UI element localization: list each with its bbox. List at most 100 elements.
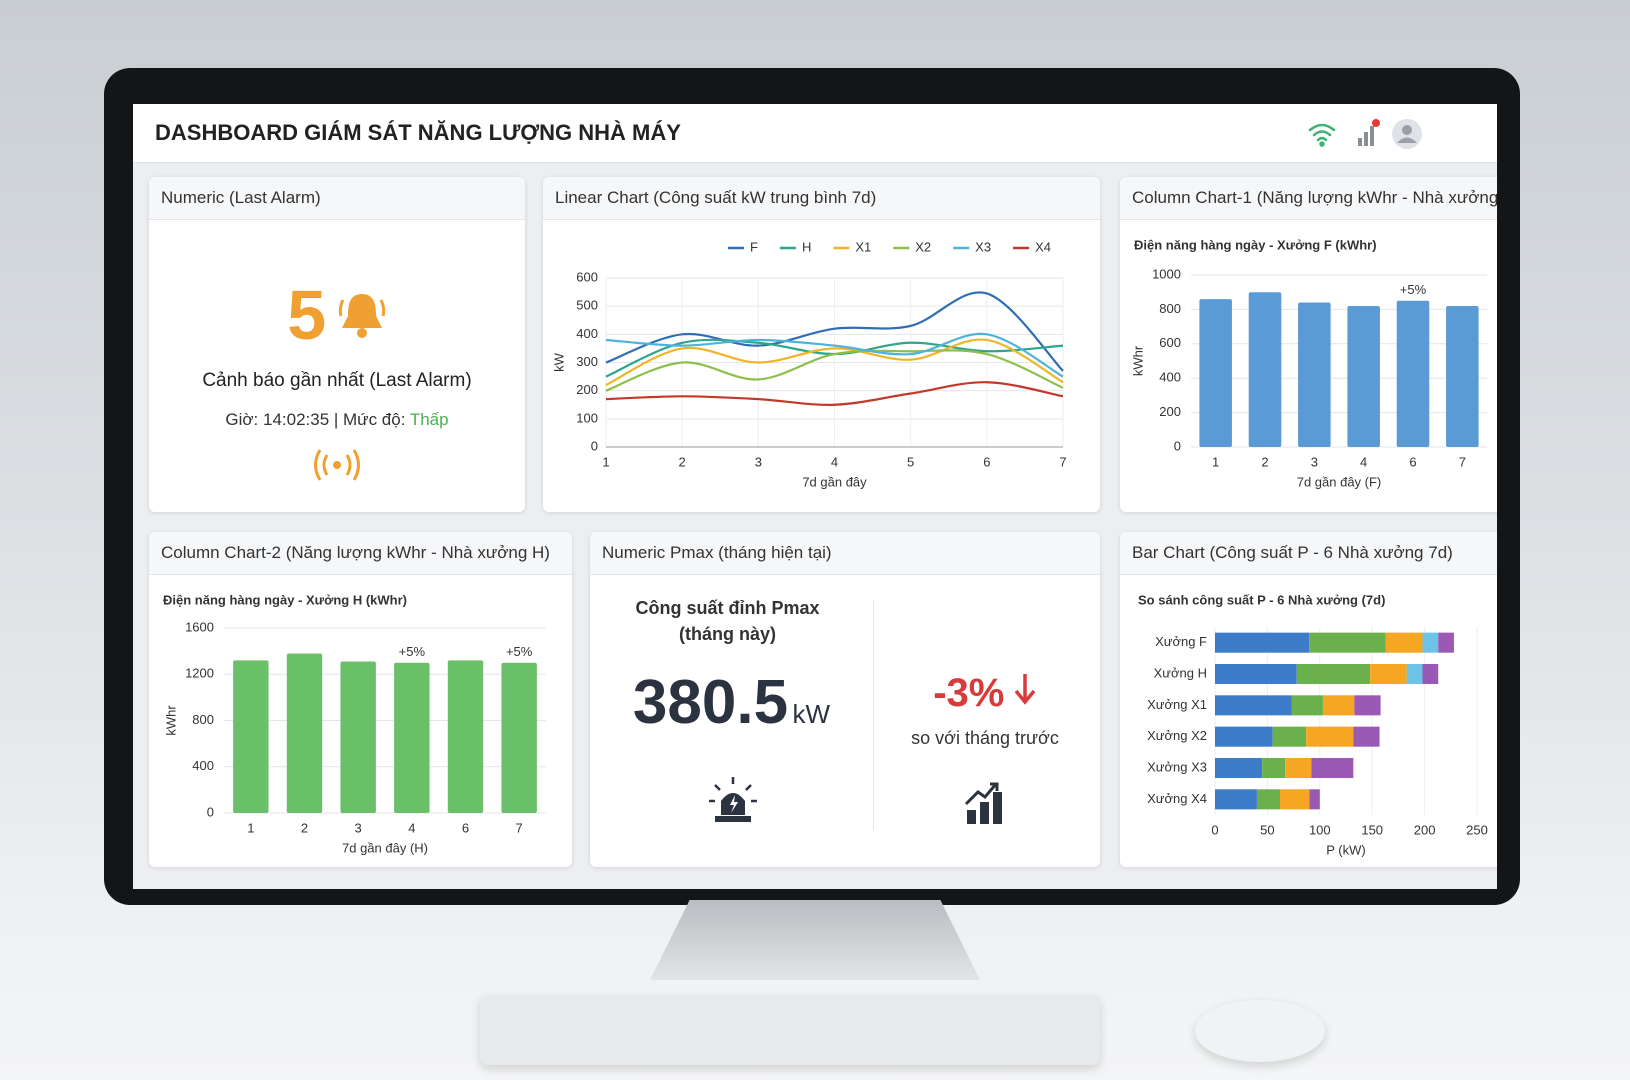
y-tick-label: Xưởng X3 bbox=[1147, 759, 1207, 774]
bar-segment bbox=[1353, 726, 1380, 747]
series-line bbox=[605, 349, 1064, 392]
signal-icon[interactable] bbox=[1358, 119, 1380, 146]
x-tick-label: 2 bbox=[1261, 454, 1268, 469]
bar-segment bbox=[1385, 632, 1423, 653]
x-axis-label: P (kW) bbox=[1326, 842, 1365, 857]
pmax-change: -3% bbox=[933, 671, 1005, 715]
y-tick-label: 400 bbox=[1159, 370, 1181, 385]
bar-segment bbox=[1422, 663, 1439, 685]
down-arrow bbox=[1014, 674, 1036, 705]
screen: DASHBOARD GIÁM SÁT NĂNG LƯỢNG NHÀ MÁY Nu… bbox=[133, 104, 1497, 889]
x-tick-label: 150 bbox=[1361, 822, 1383, 837]
change-label: so với tháng trước bbox=[911, 728, 1059, 748]
alarm-time: Giờ: 14:02:35 | Mức độ: bbox=[225, 410, 406, 429]
bar-segment bbox=[1215, 663, 1297, 685]
wifi-icon[interactable] bbox=[1308, 123, 1336, 147]
bar-segment bbox=[1306, 726, 1354, 747]
bar bbox=[1446, 305, 1479, 447]
series-line bbox=[605, 338, 1064, 387]
alarm-value-row: 5 bbox=[149, 275, 525, 355]
alarm-label: Cảnh báo gần nhất (Last Alarm) bbox=[202, 370, 472, 391]
y-tick-label: 600 bbox=[1159, 335, 1181, 350]
y-tick-label: 400 bbox=[192, 758, 214, 773]
bar bbox=[1347, 305, 1380, 447]
bar bbox=[1298, 302, 1331, 447]
y-tick-label: 0 bbox=[1174, 438, 1181, 453]
header-icons bbox=[1308, 119, 1422, 149]
bar-segment bbox=[1215, 789, 1257, 810]
y-axis-label: kW bbox=[551, 352, 566, 372]
x-tick-label: 100 bbox=[1309, 822, 1331, 837]
bar-segment bbox=[1309, 789, 1320, 810]
x-axis-label: 7d gần đây bbox=[802, 474, 867, 489]
x-tick-label: 3 bbox=[1311, 454, 1318, 469]
y-tick-label: 1200 bbox=[185, 666, 214, 681]
line-chart-panel: Linear Chart (Công suất kW trung bình 7d… bbox=[543, 177, 1100, 512]
bar bbox=[233, 660, 269, 813]
bar-segment bbox=[1422, 632, 1439, 653]
panel-title: Column Chart-2 (Năng lượng kWhr - Nhà xư… bbox=[149, 532, 572, 575]
x-tick-label: 6 bbox=[1409, 454, 1416, 469]
x-tick-label: 6 bbox=[983, 454, 990, 469]
x-tick-label: 4 bbox=[1360, 454, 1367, 469]
column-chart: Điện năng hàng ngày - Xưởng H (kWhr) 0 400… bbox=[163, 592, 546, 855]
legend-label: X1 bbox=[855, 239, 871, 254]
bar-segment bbox=[1354, 695, 1381, 716]
panel-body: 5 Cảnh báo gần nhất (Last Alarm) Giờ: 14… bbox=[149, 220, 525, 512]
panel-title: Linear Chart (Công suất kW trung bình 7d… bbox=[543, 177, 1100, 220]
bar bbox=[1396, 300, 1430, 447]
legend-label: X2 bbox=[915, 239, 931, 254]
user-avatar[interactable] bbox=[1392, 119, 1422, 149]
bar-segment bbox=[1215, 757, 1263, 779]
bar-segment bbox=[1272, 726, 1307, 747]
column-chart-1-panel: Column Chart-1 (Năng lượng kWhr - Nhà xư… bbox=[1120, 177, 1497, 512]
y-tick-label: 1600 bbox=[185, 619, 214, 634]
bar-segment bbox=[1256, 789, 1280, 810]
annotation: +5% bbox=[1400, 282, 1427, 297]
alarm-count: 5 bbox=[287, 276, 327, 354]
bar-segment bbox=[1262, 757, 1286, 779]
mouse bbox=[1195, 1000, 1325, 1062]
bar bbox=[1248, 292, 1282, 447]
panel-body: 0 100 200 300 400 500 600 1 2 3 4 5 6 7 7d gần đây kW F H… bbox=[543, 220, 1100, 512]
panel-body: So sánh công suất P - 6 Nhà xưởng (7d) 0 5… bbox=[1120, 575, 1497, 867]
y-tick-label: 800 bbox=[192, 712, 214, 727]
bar bbox=[286, 653, 323, 813]
x-tick-label: 7 bbox=[1459, 454, 1466, 469]
bell-icon bbox=[338, 294, 385, 338]
bar bbox=[340, 661, 376, 813]
legend-label: X4 bbox=[1035, 239, 1051, 254]
bar-chart: So sánh công suất P - 6 Nhà xưởng (7d) 0 5… bbox=[1138, 592, 1488, 857]
column-chart-2-panel: Column Chart-2 (Năng lượng kWhr - Nhà xư… bbox=[149, 532, 572, 867]
series-line bbox=[605, 291, 1064, 372]
x-tick-label: 50 bbox=[1260, 822, 1274, 837]
bar-chart-panel: Bar Chart (Công suất P - 6 Nhà xưởng 7d)… bbox=[1120, 532, 1497, 867]
panel-title: Numeric Pmax (tháng hiện tại) bbox=[590, 532, 1100, 575]
bar-segment bbox=[1309, 632, 1386, 653]
bar bbox=[1199, 299, 1232, 447]
y-tick-label: Xưởng H bbox=[1154, 665, 1207, 680]
y-tick-label: 200 bbox=[1159, 404, 1181, 419]
panel-title: Bar Chart (Công suất P - 6 Nhà xưởng 7d) bbox=[1120, 532, 1497, 575]
bar-segment bbox=[1322, 695, 1355, 716]
y-tick-label: 0 bbox=[207, 804, 214, 819]
annotation: +5% bbox=[399, 644, 426, 659]
bar-segment bbox=[1279, 789, 1310, 810]
bar-segment bbox=[1296, 663, 1371, 685]
x-tick-label: 250 bbox=[1466, 822, 1488, 837]
x-tick-label: 6 bbox=[462, 820, 469, 835]
y-tick-label: 300 bbox=[576, 354, 598, 369]
y-tick-label: 800 bbox=[1159, 301, 1181, 316]
panel-title: Numeric (Last Alarm) bbox=[149, 177, 525, 220]
bar-segment bbox=[1311, 757, 1354, 779]
y-tick-label: 500 bbox=[576, 298, 598, 313]
pmax-panel: Numeric Pmax (tháng hiện tại) Công suất … bbox=[590, 532, 1100, 867]
bar bbox=[394, 662, 430, 813]
x-tick-label: 4 bbox=[831, 454, 838, 469]
y-tick-label: 100 bbox=[576, 410, 598, 425]
legend-label: X3 bbox=[975, 239, 991, 254]
keyboard bbox=[480, 995, 1100, 1065]
annotation: +5% bbox=[506, 644, 533, 659]
x-tick-label: 1 bbox=[247, 820, 254, 835]
pmax-value-row: 380.5 kW bbox=[590, 667, 873, 738]
